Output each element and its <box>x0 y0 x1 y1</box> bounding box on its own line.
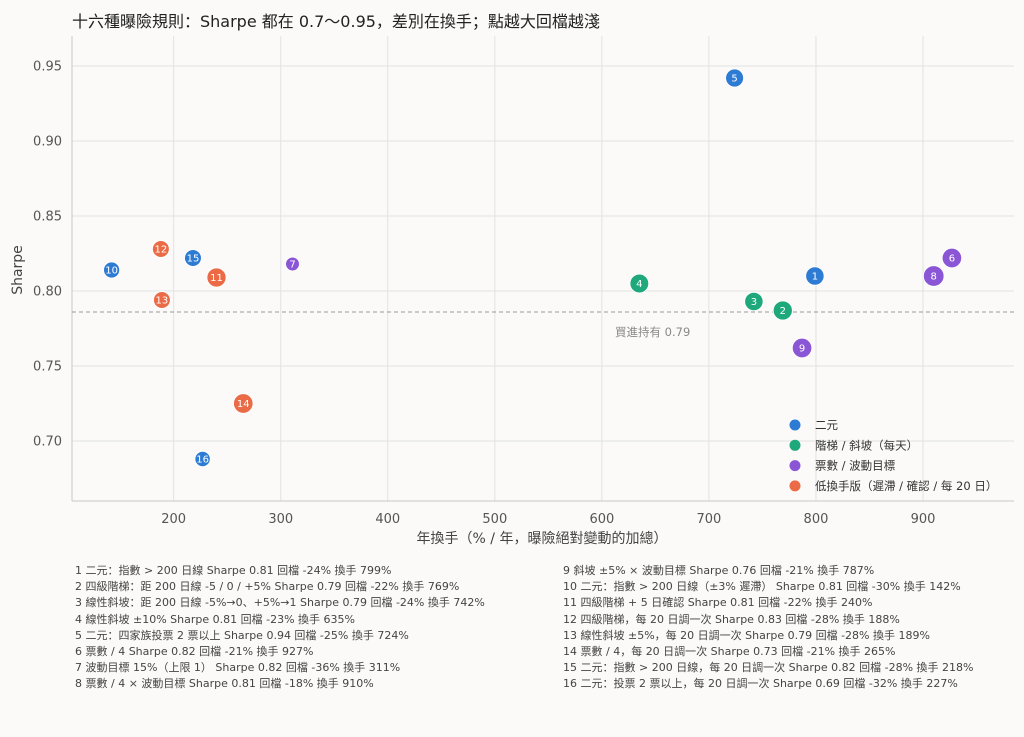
footnote-line: 7 波動目標 15%（上限 1） Sharpe 0.82 回檔 -36% 換手 … <box>75 661 401 675</box>
reference-line-group: 買進持有 0.79 <box>72 311 1014 339</box>
x-tick-label: 300 <box>268 512 293 527</box>
grid <box>72 36 1014 501</box>
x-tick-label: 600 <box>589 512 614 527</box>
footnote-line: 3 線性斜坡：距 200 日線 -5%→0、+5%→1 Sharpe 0.79 … <box>75 596 485 610</box>
data-point-1 <box>805 266 825 286</box>
data-point-7 <box>285 256 301 272</box>
footnote-line: 16 二元：投票 2 票以上，每 20 日調一次 Sharpe 0.69 回檔 … <box>563 677 958 691</box>
data-point-label: 14 <box>237 399 250 410</box>
chart-title: 十六種曝險規則：Sharpe 都在 0.7～0.95，差別在換手；點越大回檔越淺 <box>72 12 600 31</box>
legend-marker <box>789 439 801 451</box>
data-point-5 <box>725 68 745 88</box>
data-point-label: 15 <box>187 254 200 265</box>
footnote-line: 11 四級階梯 + 5 日確認 Sharpe 0.81 回檔 -22% 換手 2… <box>563 596 873 610</box>
data-point-label: 8 <box>931 272 937 283</box>
data-point-6 <box>941 247 963 269</box>
legend-entry: 階梯 / 斜坡（每天） <box>815 438 918 452</box>
axes: 200 300 400 500 600 700 800 900 0.70 0.75 0.80 0.85… <box>33 36 1014 527</box>
footnote-line: 13 線性斜坡 ±5%，每 20 日調一次 Sharpe 0.79 回檔 -28… <box>563 628 930 642</box>
footnote-line: 4 線性斜坡 ±10% Sharpe 0.81 回檔 -23% 換手 635% <box>75 612 355 626</box>
buy-and-hold-label: 買進持有 0.79 <box>615 325 690 339</box>
data-point-label: 5 <box>731 74 737 85</box>
data-point-13 <box>152 290 171 310</box>
footnote-line: 14 票數 / 4，每 20 日調一次 Sharpe 0.73 回檔 -21% … <box>563 644 896 658</box>
footnote-line: 8 票數 / 4 × 波動目標 Sharpe 0.81 回檔 -18% 換手 9… <box>75 677 374 691</box>
data-point-label: 2 <box>780 306 786 317</box>
footnote-line: 15 二元：指數 > 200 日線，每 20 日調一次 Sharpe 0.82 … <box>563 661 974 675</box>
x-tick-label: 800 <box>804 512 829 527</box>
data-point-15 <box>183 248 202 268</box>
y-tick-label: 0.85 <box>33 210 62 225</box>
data-point-label: 6 <box>949 254 955 265</box>
y-tick-label: 0.70 <box>33 435 62 450</box>
data-point-14 <box>232 393 254 414</box>
x-tick-label: 700 <box>697 512 722 527</box>
legend-marker <box>789 480 801 492</box>
footnote-line: 12 四級階梯，每 20 日調一次 Sharpe 0.83 回檔 -28% 換手… <box>563 612 900 626</box>
x-tick-label: 900 <box>911 512 936 527</box>
footnote-line: 1 二元：指數 > 200 日線 Sharpe 0.81 回檔 -24% 換手 … <box>75 564 392 577</box>
y-tick-label: 0.90 <box>33 135 62 150</box>
footnotes-left-column: 1 二元：指數 > 200 日線 Sharpe 0.81 回檔 -24% 換手 … <box>75 563 485 693</box>
legend-entry: 二元 <box>815 418 838 432</box>
data-point-3 <box>744 291 764 312</box>
y-axis-label: Sharpe <box>10 245 26 295</box>
data-point-label: 1 <box>812 272 818 283</box>
data-point-label: 12 <box>154 245 167 256</box>
data-point-label: 7 <box>289 260 295 271</box>
x-axis-label: 年換手（% / 年，曝險絕對變動的加總） <box>417 530 668 547</box>
data-point-8 <box>922 265 945 287</box>
y-tick-label: 0.80 <box>33 285 62 300</box>
legend-entry: 票數 / 波動目標 <box>815 459 896 473</box>
data-point-label: 13 <box>156 296 169 307</box>
y-tick-label: 0.95 <box>33 60 62 75</box>
data-point-9 <box>791 337 813 359</box>
data-point-label: 10 <box>105 266 118 277</box>
footnote-line: 6 票數 / 4 Sharpe 0.82 回檔 -21% 換手 927% <box>75 644 314 658</box>
data-point-label: 11 <box>210 273 223 284</box>
data-point-label: 3 <box>751 297 757 308</box>
legend-marker <box>789 419 801 431</box>
data-point-label: 4 <box>636 279 642 290</box>
x-tick-label: 500 <box>482 512 507 527</box>
data-point-4 <box>629 273 650 294</box>
footnote-line: 2 四級階梯：距 200 日線 -5 / 0 / +5% Sharpe 0.79… <box>75 580 460 594</box>
footnotes-right-column: 9 斜坡 ±5% × 波動目標 Sharpe 0.76 回檔 -21% 換手 7… <box>563 563 974 693</box>
data-point-2 <box>772 300 793 321</box>
data-point-11 <box>206 267 227 288</box>
data-point-12 <box>151 239 170 259</box>
footnote-line: 5 二元：四家族投票 2 票以上 Sharpe 0.94 回檔 -25% 換手 … <box>75 628 409 642</box>
data-point-16 <box>194 450 211 468</box>
footnote-line: 10 二元：指數 > 200 日線（±3% 遲滯） Sharpe 0.81 回檔… <box>563 580 961 594</box>
legend-marker <box>789 460 801 472</box>
data-point-label: 9 <box>799 344 805 355</box>
y-tick-label: 0.75 <box>33 360 62 375</box>
x-tick-label: 400 <box>375 512 400 527</box>
scatter-chart: 200 300 400 500 600 700 800 900 0.70 0.75 0.80 0.85… <box>10 36 1014 547</box>
legend-entry: 低換手版（遲滯 / 確認 / 每 20 日） <box>815 479 997 493</box>
data-point-10 <box>102 261 121 279</box>
data-point-label: 16 <box>196 455 209 466</box>
x-tick-label: 200 <box>161 512 186 527</box>
footnote-line: 9 斜坡 ±5% × 波動目標 Sharpe 0.76 回檔 -21% 換手 7… <box>563 564 875 577</box>
